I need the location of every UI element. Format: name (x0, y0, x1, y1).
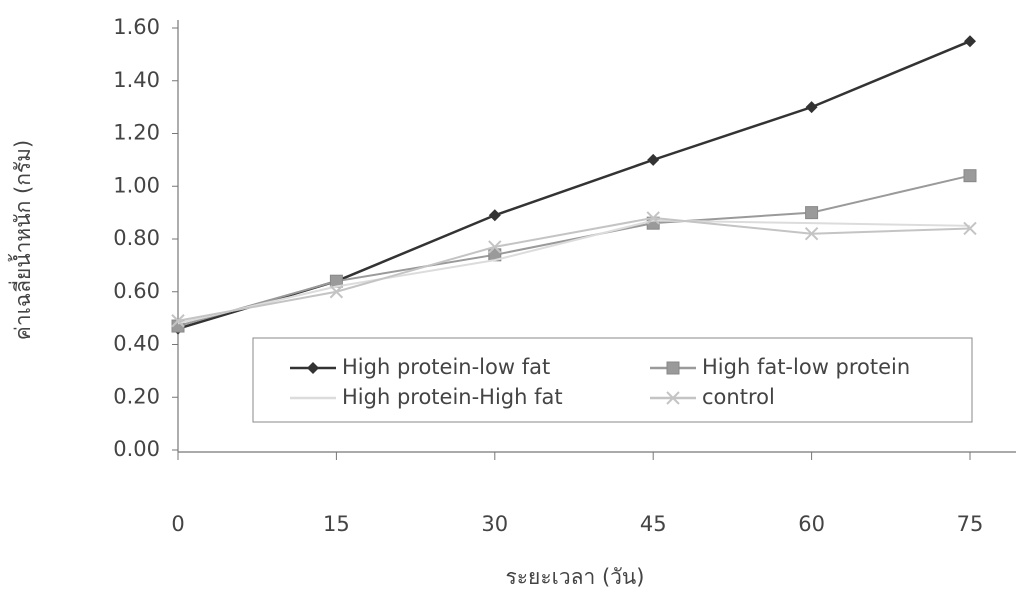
y-tick-label: 0.00 (113, 437, 160, 461)
marker (667, 362, 679, 374)
legend-label: High protein-High fat (342, 385, 563, 409)
y-tick-label: 1.00 (113, 173, 160, 197)
marker (964, 35, 976, 47)
series-line (178, 218, 970, 321)
x-axis-title: ระยะเวลา (วัน) (506, 565, 645, 589)
x-tick-label: 30 (481, 512, 508, 536)
y-tick-label: 1.60 (113, 15, 160, 39)
series-line (178, 176, 970, 326)
x-tick-label: 60 (798, 512, 825, 536)
legend-box (253, 338, 972, 422)
legend-label: High fat-low protein (702, 355, 910, 379)
y-tick-label: 0.20 (113, 384, 160, 408)
x-tick-label: 75 (957, 512, 984, 536)
chart: ค่าเฉลี่ยน้ำหนัก (กรัม) ระยะเวลา (วัน) 0… (0, 0, 1016, 591)
series-line (178, 41, 970, 328)
legend-label: control (702, 385, 775, 409)
marker (647, 154, 659, 166)
y-tick-label: 0.80 (113, 226, 160, 250)
marker (489, 209, 501, 221)
y-tick-label: 0.60 (113, 279, 160, 303)
series-line (178, 221, 970, 324)
y-tick-label: 1.40 (113, 68, 160, 92)
x-tick-label: 15 (323, 512, 350, 536)
legend-label: High protein-low fat (342, 355, 550, 379)
marker (806, 207, 818, 219)
y-tick-label: 1.20 (113, 121, 160, 145)
y-tick-label: 0.40 (113, 332, 160, 356)
x-tick-label: 0 (171, 512, 184, 536)
marker (964, 170, 976, 182)
x-tick-label: 45 (640, 512, 667, 536)
y-axis-title: ค่าเฉลี่ยน้ำหนัก (กรัม) (8, 140, 35, 340)
marker (806, 101, 818, 113)
